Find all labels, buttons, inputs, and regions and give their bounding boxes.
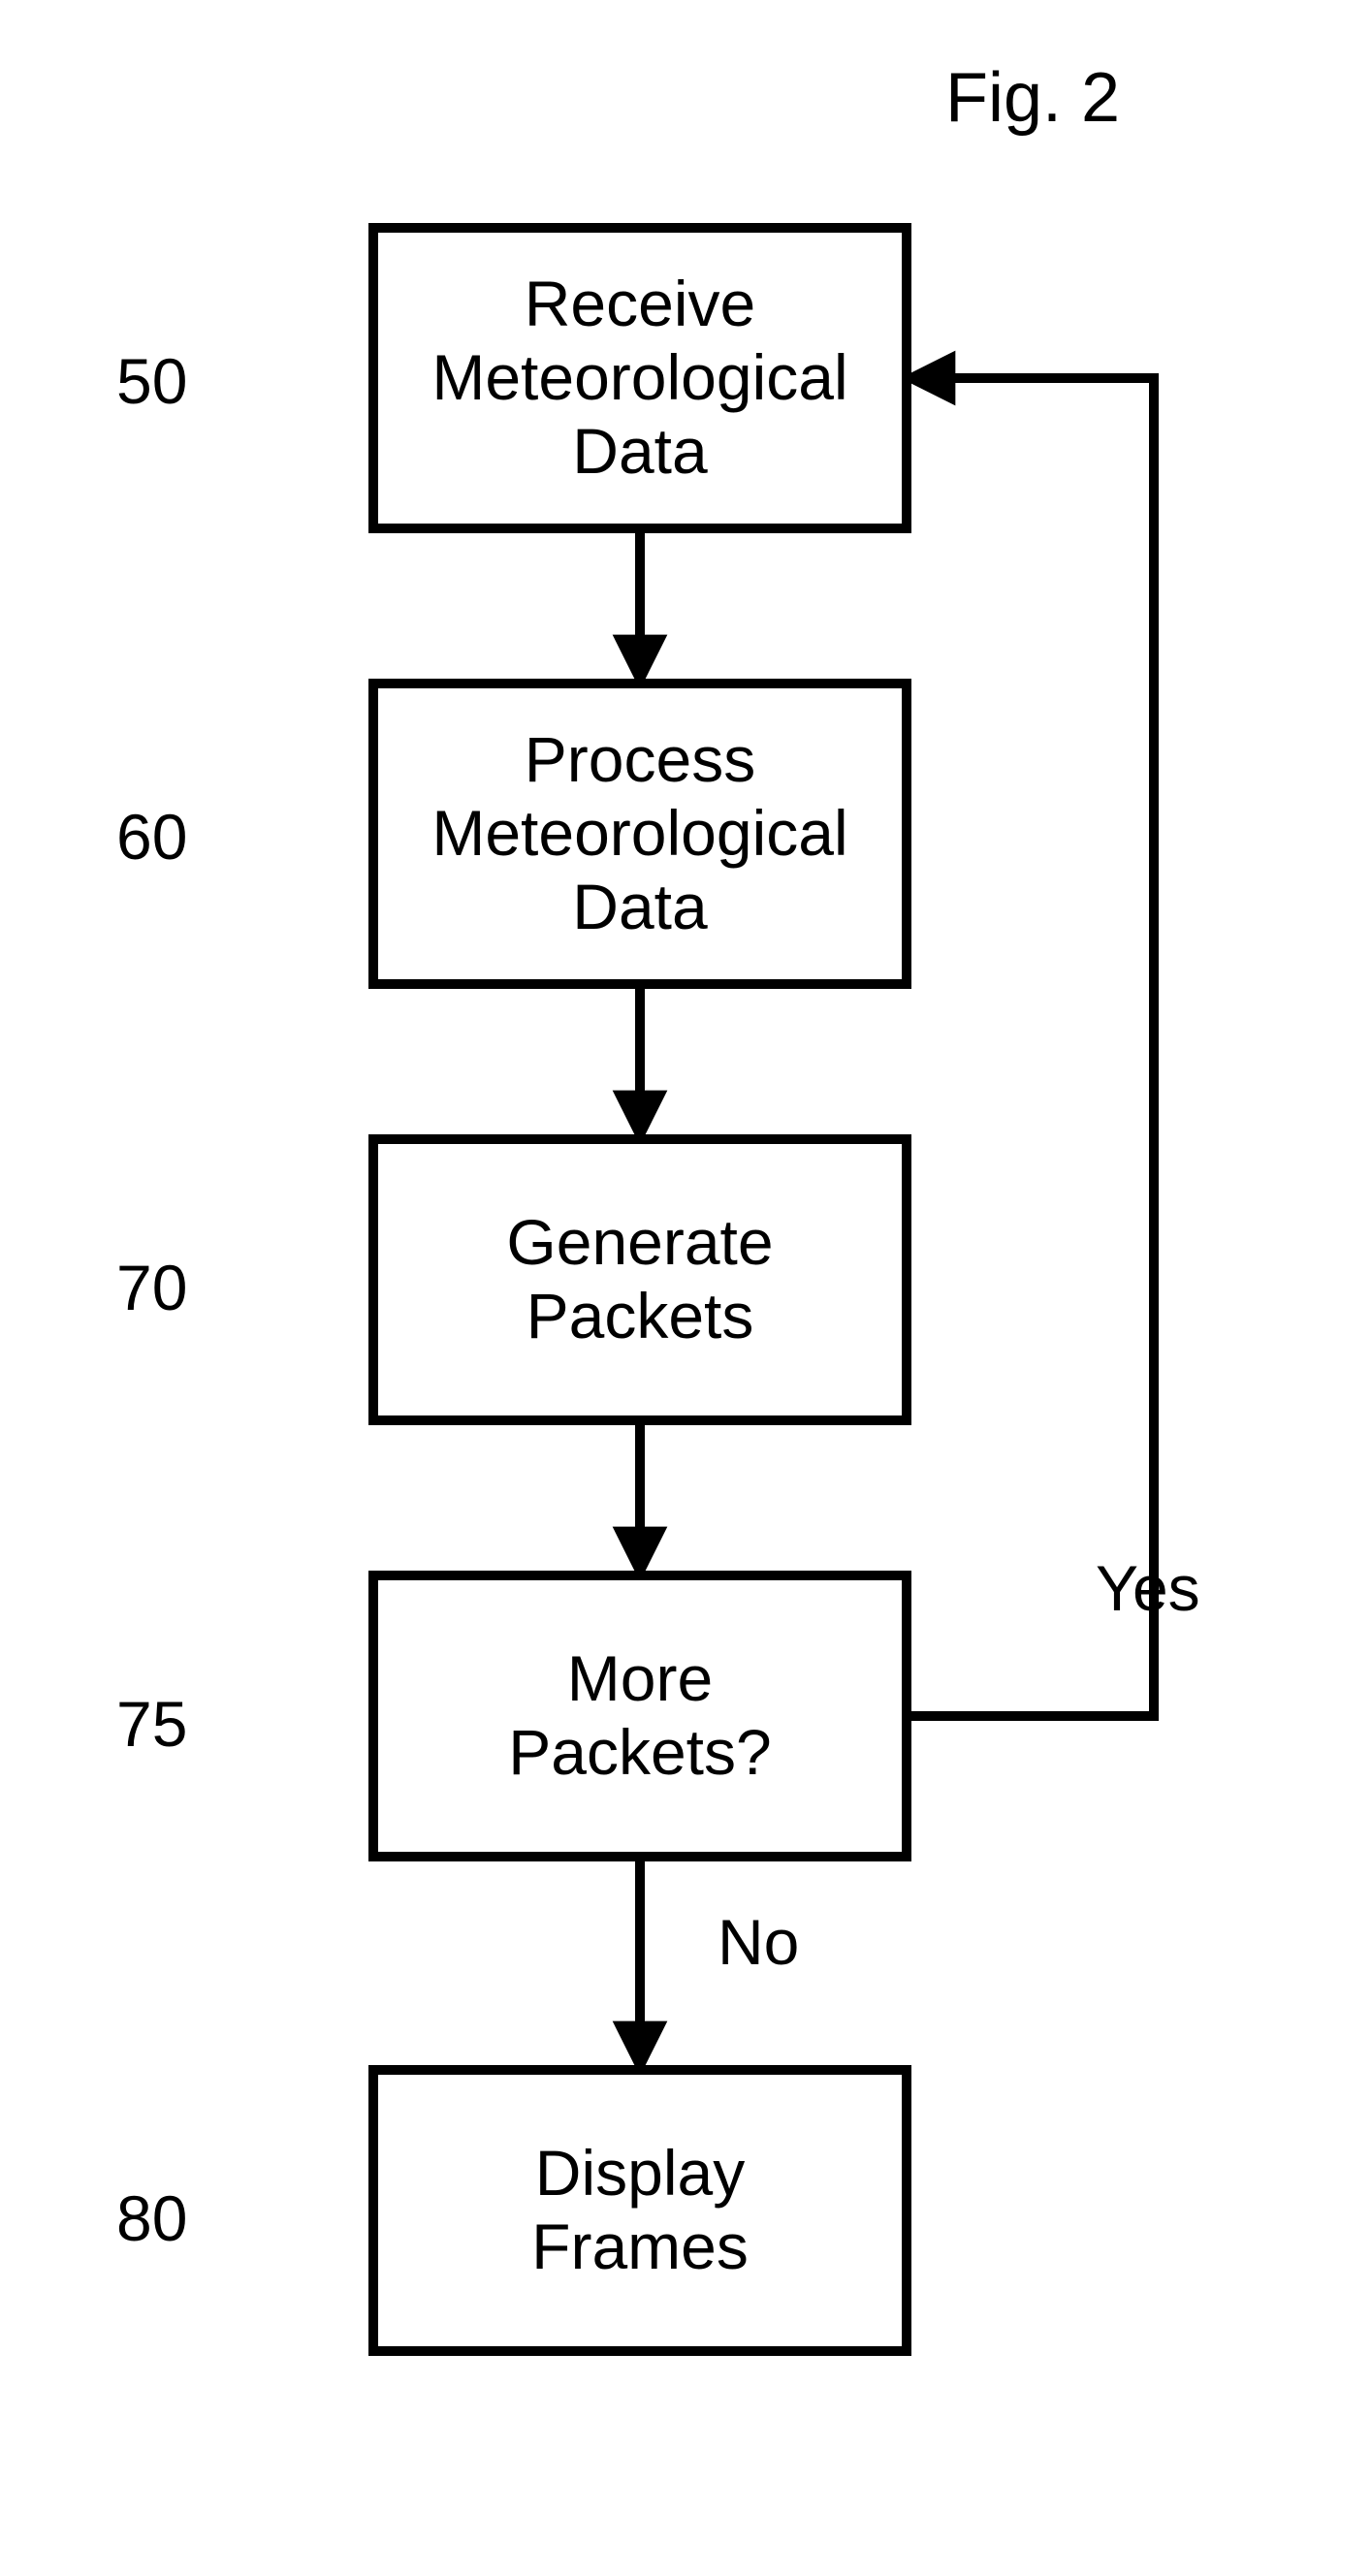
- edge-label-e4: No: [718, 1905, 799, 1979]
- flowchart-node-n60: Process Meteorological Data: [368, 679, 911, 989]
- step-label-60: 60: [116, 800, 187, 874]
- flowchart-node-n80: Display Frames: [368, 2065, 911, 2356]
- flowchart-node-n70: Generate Packets: [368, 1134, 911, 1425]
- step-label-75: 75: [116, 1687, 187, 1761]
- step-label-50: 50: [116, 344, 187, 418]
- flowchart-node-n50: Receive Meteorological Data: [368, 223, 911, 533]
- flowchart-node-n75: More Packets?: [368, 1571, 911, 1861]
- step-label-80: 80: [116, 2181, 187, 2255]
- figure-title: Fig. 2: [945, 58, 1120, 138]
- edge-label-e5: Yes: [1096, 1551, 1200, 1625]
- step-label-70: 70: [116, 1251, 187, 1324]
- flowchart-canvas: Fig. 2 Receive Meteorological Data Proces…: [0, 0, 1372, 2576]
- edge-e5: [911, 378, 1154, 1716]
